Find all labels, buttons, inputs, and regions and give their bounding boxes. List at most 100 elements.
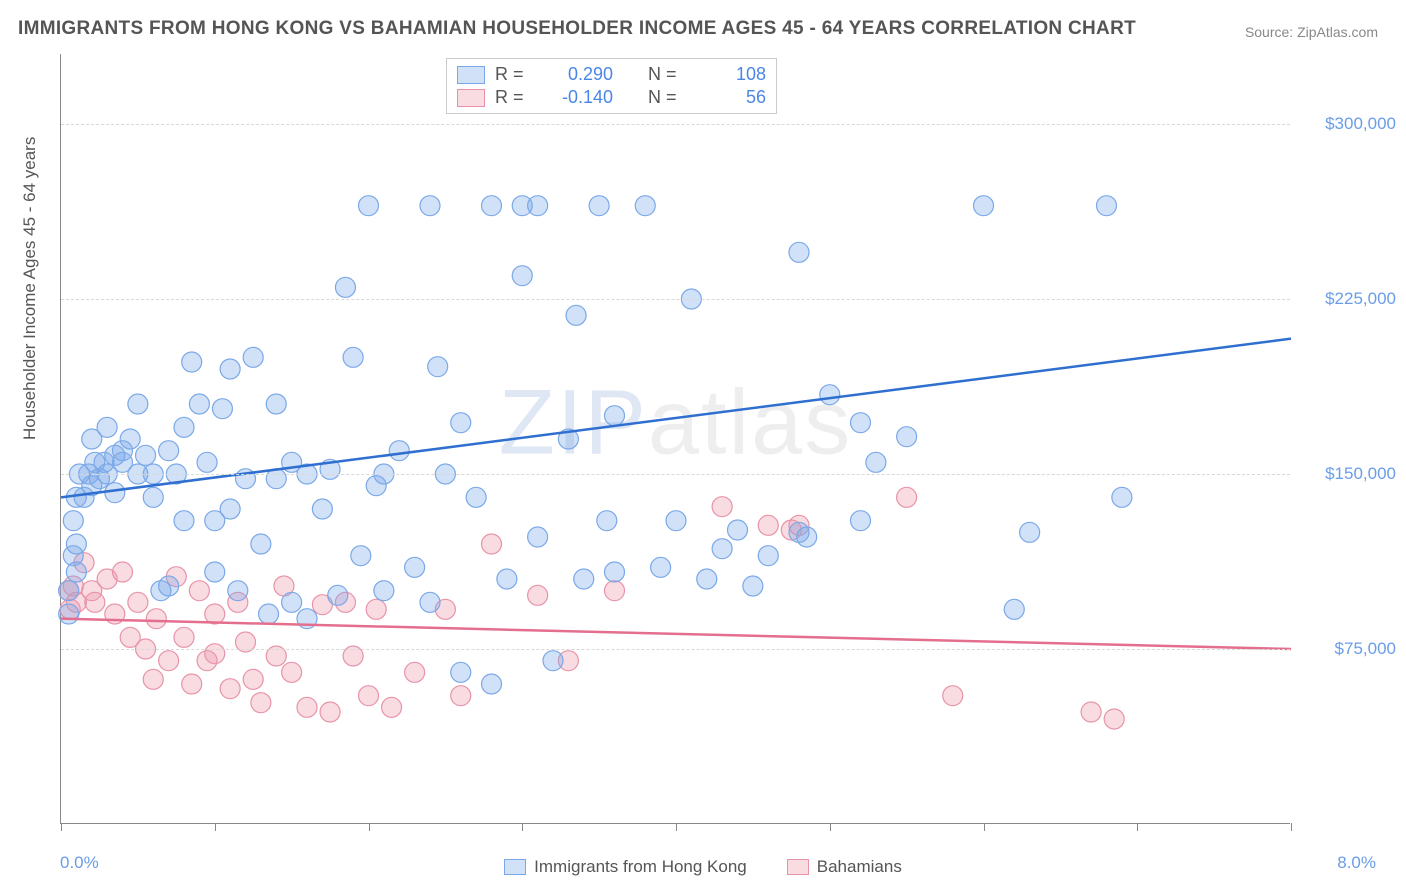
- scatter-point-bahamians: [143, 669, 163, 689]
- scatter-point-bahamians: [174, 627, 194, 647]
- series-legend-item: Immigrants from Hong Kong: [504, 857, 747, 877]
- scatter-point-bahamians: [220, 679, 240, 699]
- scatter-point-hongkong: [66, 534, 86, 554]
- gridline: [61, 474, 1290, 475]
- legend-swatch-hongkong: [504, 859, 526, 875]
- scatter-point-hongkong: [728, 520, 748, 540]
- source-prefix: Source:: [1245, 24, 1297, 40]
- n-value: 108: [696, 64, 766, 85]
- scatter-point-hongkong: [59, 604, 79, 624]
- scatter-point-bahamians: [758, 515, 778, 535]
- scatter-point-hongkong: [466, 487, 486, 507]
- x-tick: [215, 823, 216, 831]
- scatter-point-bahamians: [712, 497, 732, 517]
- scatter-point-hongkong: [866, 452, 886, 472]
- scatter-point-hongkong: [451, 662, 471, 682]
- scatter-point-hongkong: [605, 406, 625, 426]
- scatter-point-hongkong: [405, 557, 425, 577]
- scatter-point-hongkong: [1004, 599, 1024, 619]
- series-legend-label: Bahamians: [817, 857, 902, 877]
- scatter-point-hongkong: [420, 196, 440, 216]
- scatter-point-hongkong: [120, 429, 140, 449]
- scatter-point-hongkong: [128, 394, 148, 414]
- scatter-point-hongkong: [574, 569, 594, 589]
- scatter-point-hongkong: [335, 277, 355, 297]
- y-tick-labels: $75,000$150,000$225,000$300,000: [1290, 54, 1406, 824]
- scatter-point-hongkong: [789, 242, 809, 262]
- legend-swatch-bahamians: [457, 89, 485, 107]
- scatter-point-bahamians: [159, 651, 179, 671]
- scatter-point-hongkong: [205, 562, 225, 582]
- scatter-point-hongkong: [159, 441, 179, 461]
- series-legend: Immigrants from Hong Kong Bahamians: [0, 857, 1406, 880]
- x-tick: [61, 823, 62, 831]
- scatter-point-bahamians: [251, 693, 271, 713]
- scatter-point-bahamians: [320, 702, 340, 722]
- scatter-point-bahamians: [85, 592, 105, 612]
- scatter-point-hongkong: [566, 305, 586, 325]
- y-axis-title: Householder Income Ages 45 - 64 years: [20, 137, 40, 440]
- scatter-point-hongkong: [228, 581, 248, 601]
- chart-svg: [61, 54, 1290, 823]
- scatter-point-bahamians: [1104, 709, 1124, 729]
- n-label: N =: [648, 64, 686, 85]
- scatter-point-hongkong: [820, 385, 840, 405]
- scatter-point-hongkong: [797, 527, 817, 547]
- scatter-point-hongkong: [528, 527, 548, 547]
- scatter-point-hongkong: [897, 427, 917, 447]
- scatter-point-hongkong: [528, 196, 548, 216]
- y-tick-label: $150,000: [1325, 464, 1396, 484]
- scatter-point-hongkong: [851, 511, 871, 531]
- scatter-point-bahamians: [128, 592, 148, 612]
- gridline: [61, 649, 1290, 650]
- scatter-point-hongkong: [328, 585, 348, 605]
- scatter-point-bahamians: [113, 562, 133, 582]
- correlation-legend-row: R = -0.140 N = 56: [457, 86, 766, 109]
- scatter-point-bahamians: [297, 697, 317, 717]
- scatter-point-hongkong: [174, 417, 194, 437]
- scatter-point-bahamians: [366, 599, 386, 619]
- scatter-point-hongkong: [66, 562, 86, 582]
- scatter-point-bahamians: [189, 581, 209, 601]
- scatter-point-bahamians: [943, 686, 963, 706]
- scatter-point-bahamians: [359, 686, 379, 706]
- source-attribution: Source: ZipAtlas.com: [1245, 24, 1378, 40]
- scatter-point-hongkong: [212, 399, 232, 419]
- y-tick-label: $225,000: [1325, 289, 1396, 309]
- scatter-point-hongkong: [420, 592, 440, 612]
- scatter-point-hongkong: [174, 511, 194, 531]
- scatter-point-hongkong: [251, 534, 271, 554]
- scatter-point-hongkong: [243, 347, 263, 367]
- scatter-point-hongkong: [597, 511, 617, 531]
- scatter-point-bahamians: [382, 697, 402, 717]
- n-value: 56: [696, 87, 766, 108]
- scatter-point-hongkong: [482, 196, 502, 216]
- r-label: R =: [495, 87, 533, 108]
- gridline: [61, 124, 1290, 125]
- x-tick: [984, 823, 985, 831]
- scatter-point-hongkong: [220, 359, 240, 379]
- scatter-point-hongkong: [605, 562, 625, 582]
- scatter-point-hongkong: [182, 352, 202, 372]
- x-tick: [1137, 823, 1138, 831]
- legend-swatch-hongkong: [457, 66, 485, 84]
- scatter-point-bahamians: [205, 604, 225, 624]
- scatter-point-hongkong: [266, 394, 286, 414]
- scatter-point-bahamians: [451, 686, 471, 706]
- scatter-point-hongkong: [712, 539, 732, 559]
- scatter-point-hongkong: [497, 569, 517, 589]
- scatter-point-hongkong: [651, 557, 671, 577]
- r-label: R =: [495, 64, 533, 85]
- correlation-legend: R = 0.290 N = 108R = -0.140 N = 56: [446, 58, 777, 114]
- scatter-point-hongkong: [220, 499, 240, 519]
- scatter-point-hongkong: [359, 196, 379, 216]
- y-tick-label: $300,000: [1325, 114, 1396, 134]
- x-tick: [369, 823, 370, 831]
- scatter-point-hongkong: [758, 546, 778, 566]
- x-tick: [676, 823, 677, 831]
- n-label: N =: [648, 87, 686, 108]
- scatter-point-hongkong: [351, 546, 371, 566]
- correlation-legend-row: R = 0.290 N = 108: [457, 63, 766, 86]
- scatter-point-hongkong: [666, 511, 686, 531]
- source-link[interactable]: ZipAtlas.com: [1297, 24, 1378, 40]
